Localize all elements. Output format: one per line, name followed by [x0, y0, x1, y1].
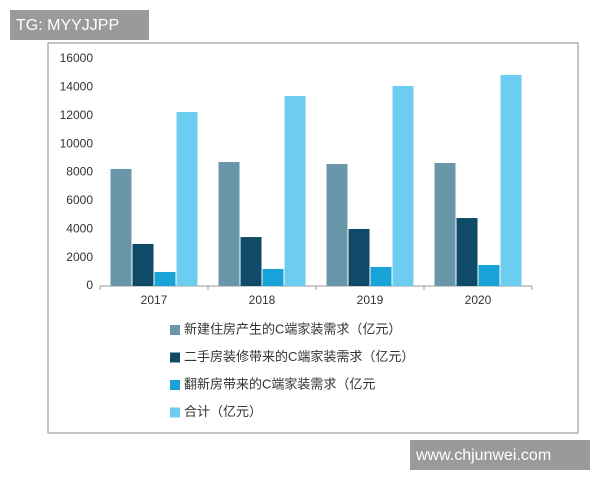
y-tick-label: 0	[86, 278, 93, 292]
x-tick-label: 2020	[465, 293, 492, 307]
legend-label: 二手房装修带来的C端家装需求（亿元）	[184, 349, 414, 364]
y-tick-label: 14000	[60, 80, 94, 94]
bar	[348, 228, 370, 286]
x-tick-label: 2017	[141, 293, 168, 307]
bar	[218, 162, 240, 286]
bar	[326, 163, 348, 286]
legend-swatch	[170, 352, 180, 363]
watermark: www.chjunwei.com	[415, 447, 551, 464]
y-tick-label: 8000	[66, 165, 93, 179]
legend-swatch	[170, 407, 180, 418]
x-tick-label: 2019	[357, 293, 384, 307]
bar	[284, 96, 306, 286]
bar	[370, 266, 392, 286]
bar	[176, 112, 198, 286]
y-tick-label: 16000	[60, 51, 94, 65]
bar	[392, 85, 414, 286]
watermark-box	[410, 440, 590, 470]
bar	[456, 218, 478, 286]
y-tick-label: 4000	[66, 221, 93, 235]
y-tick-label: 6000	[66, 193, 93, 207]
legend-swatch	[170, 325, 180, 335]
legend-swatch	[170, 380, 180, 390]
bar	[240, 237, 262, 286]
watermark: TG: MYYJJPP	[16, 17, 119, 34]
bar	[132, 244, 154, 286]
bar	[262, 268, 284, 286]
watermark-box	[10, 10, 149, 40]
x-tick-label: 2018	[249, 293, 276, 307]
bar	[110, 168, 132, 286]
legend-label: 翻新房带来的C端家装需求（亿元	[184, 376, 375, 391]
y-tick-label: 12000	[60, 108, 94, 122]
bar	[154, 271, 176, 286]
legend-label: 合计（亿元）	[184, 404, 262, 419]
y-tick-label: 10000	[60, 136, 94, 150]
legend-label: 新建住房产生的C端家装需求（亿元）	[184, 321, 401, 336]
chart-frame	[47, 42, 579, 434]
bar	[434, 162, 456, 286]
bar	[500, 75, 522, 286]
bar	[478, 265, 500, 286]
y-tick-label: 2000	[66, 250, 93, 264]
